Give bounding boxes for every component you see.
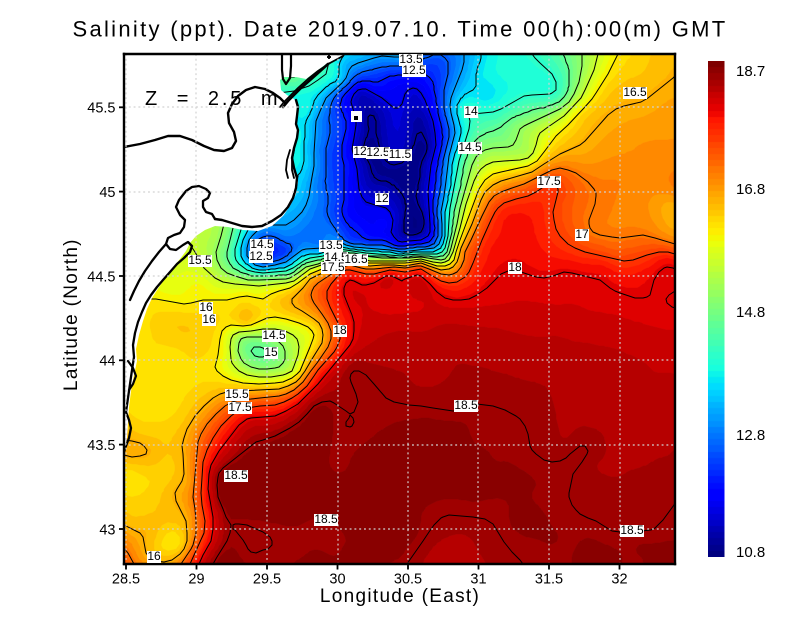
svg-text:18.5: 18.5 (314, 512, 338, 526)
svg-text:43: 43 (99, 522, 115, 538)
svg-text:14.5: 14.5 (262, 328, 286, 342)
svg-text:17.5: 17.5 (321, 260, 345, 274)
svg-text:16.8: 16.8 (736, 181, 765, 198)
svg-text:44: 44 (99, 354, 115, 370)
svg-text:12: 12 (375, 191, 389, 205)
svg-text:Latitude (North): Latitude (North) (61, 238, 82, 391)
svg-text:12.8: 12.8 (736, 427, 765, 444)
svg-text:12.5: 12.5 (402, 63, 426, 77)
svg-text:15: 15 (264, 345, 278, 359)
svg-text:18.5: 18.5 (454, 398, 478, 412)
svg-text:43.5: 43.5 (87, 438, 115, 454)
svg-text:29: 29 (188, 572, 204, 588)
svg-text:16: 16 (199, 300, 213, 314)
svg-text:17.5: 17.5 (537, 174, 561, 188)
svg-text:14.5: 14.5 (324, 250, 348, 264)
svg-text:18.7: 18.7 (736, 63, 765, 80)
svg-text:18.5: 18.5 (224, 468, 248, 482)
svg-text:13.5: 13.5 (319, 238, 343, 252)
svg-text:32: 32 (611, 572, 627, 588)
svg-text:45: 45 (99, 185, 115, 201)
svg-text:45.5: 45.5 (87, 101, 115, 117)
svg-text:14: 14 (464, 104, 478, 118)
svg-text:Longitude (East): Longitude (East) (320, 586, 480, 607)
svg-text:15.5: 15.5 (225, 387, 249, 401)
svg-text:16: 16 (202, 312, 216, 326)
svg-text:Z = 2.5 m: Z = 2.5 m (145, 88, 280, 110)
svg-text:18.5: 18.5 (620, 523, 644, 537)
svg-text:44.5: 44.5 (87, 269, 115, 285)
svg-text:16: 16 (147, 549, 161, 563)
svg-text:31.5: 31.5 (535, 572, 563, 588)
svg-text:28.5: 28.5 (112, 572, 140, 588)
svg-text:14.5: 14.5 (250, 237, 274, 251)
svg-text:13.5: 13.5 (399, 52, 423, 66)
svg-text:16.5: 16.5 (623, 85, 647, 99)
svg-text:17.5: 17.5 (228, 400, 252, 414)
svg-text:18: 18 (333, 323, 347, 337)
svg-text:29.5: 29.5 (253, 572, 281, 588)
svg-text:16.5: 16.5 (344, 252, 368, 266)
svg-text:14.5: 14.5 (458, 140, 482, 154)
svg-text:10.8: 10.8 (736, 544, 765, 561)
svg-text:12.5: 12.5 (366, 145, 390, 159)
svg-text:11.5: 11.5 (389, 147, 412, 161)
svg-text:31: 31 (470, 572, 486, 588)
svg-text:30.5: 30.5 (394, 572, 422, 588)
svg-text:12: 12 (353, 144, 367, 158)
svg-text:17: 17 (575, 227, 589, 241)
svg-text:12.5: 12.5 (249, 249, 273, 263)
svg-text:30: 30 (329, 572, 345, 588)
svg-text:15.5: 15.5 (188, 253, 212, 267)
svg-text:Salinity (ppt). Date 2019.07.1: Salinity (ppt). Date 2019.07.10. Time 00… (72, 17, 727, 42)
svg-text:18: 18 (508, 260, 522, 274)
svg-text:14.8: 14.8 (736, 304, 765, 321)
